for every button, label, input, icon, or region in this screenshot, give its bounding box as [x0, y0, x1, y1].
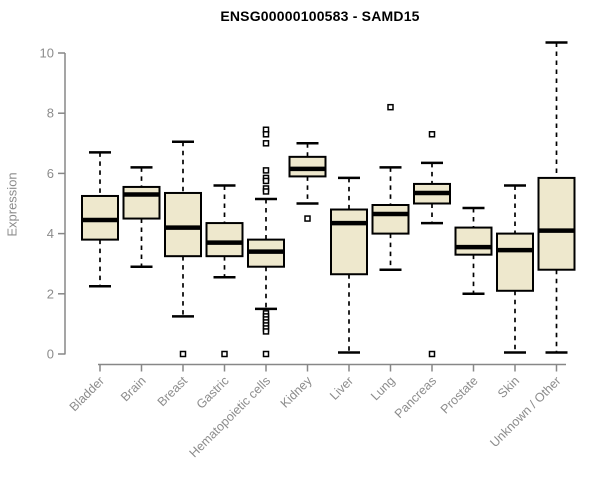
y-tick-label: 0	[47, 347, 54, 362]
outlier-point	[262, 177, 270, 185]
outlier-point	[262, 188, 270, 195]
outlier-point	[262, 167, 270, 174]
outlier-point	[221, 350, 228, 358]
outlier-point	[262, 350, 270, 358]
category-label: Prostate	[438, 374, 481, 417]
y-tick-label: 4	[47, 226, 54, 241]
category-label: Unknown / Other	[487, 374, 563, 450]
category-label: Breast	[155, 373, 191, 409]
category-label: Pancreas	[392, 374, 439, 421]
category-label: Skin	[495, 374, 522, 401]
outlier-point	[262, 328, 270, 335]
iqr-box	[288, 155, 327, 178]
outlier-point	[262, 140, 270, 147]
category-label: Liver	[327, 374, 356, 403]
iqr-box	[122, 185, 161, 220]
iqr-box	[330, 208, 368, 276]
outlier-point	[179, 350, 187, 358]
y-tick-label: 10	[40, 46, 54, 61]
category-label: Hematopoietic cells	[187, 374, 274, 461]
y-tick-label: 2	[47, 286, 54, 301]
iqr-box	[537, 176, 576, 271]
outlier-point	[262, 131, 270, 138]
category-label: Bladder	[67, 374, 107, 414]
outlier-point	[304, 215, 311, 222]
y-tick-label: 6	[47, 166, 54, 181]
category-label: Brain	[118, 374, 149, 405]
category-label: Kidney	[278, 373, 315, 410]
iqr-box	[164, 191, 202, 258]
y-tick-label: 8	[47, 106, 54, 121]
chart-title: ENSG00000100583 - SAMD15	[220, 8, 420, 24]
category-label: Lung	[368, 374, 398, 404]
iqr-box	[371, 204, 410, 235]
outlier-point	[428, 350, 436, 358]
outlier-point	[387, 103, 394, 111]
iqr-box	[205, 222, 244, 258]
iqr-box	[454, 226, 493, 256]
outlier-point	[428, 131, 436, 138]
iqr-box	[496, 232, 534, 292]
category-label: Gastric	[194, 374, 232, 412]
iqr-box	[81, 194, 119, 241]
